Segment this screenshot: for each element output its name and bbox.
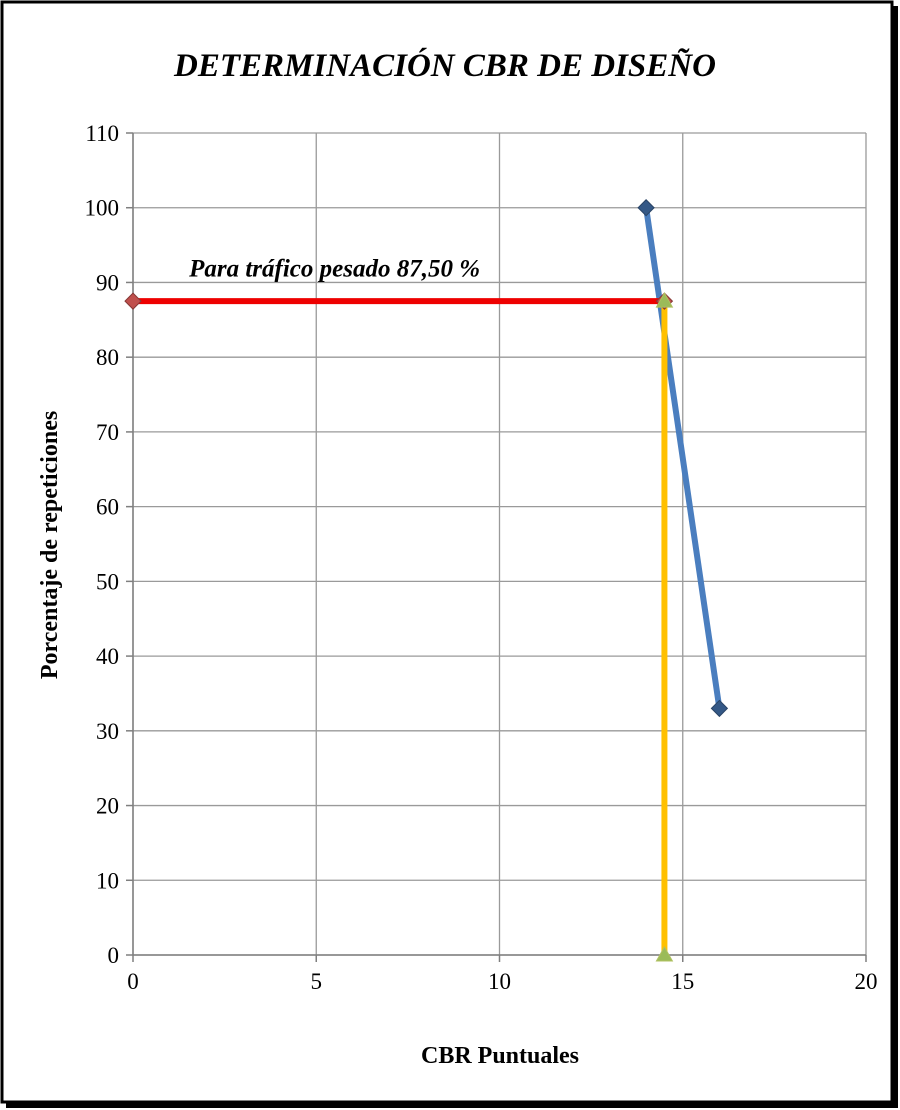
y-tick-label: 80 — [96, 345, 119, 370]
series-3-point — [655, 945, 674, 962]
y-tick-label: 0 — [108, 943, 120, 968]
x-tick-label: 10 — [488, 969, 511, 994]
y-axis-label: Porcentaje de repeticiones — [37, 411, 63, 679]
y-tick-label: 40 — [96, 644, 119, 669]
grid — [132, 132, 867, 956]
x-tick-label: 15 — [671, 969, 694, 994]
x-tick-label: 5 — [311, 969, 323, 994]
x-tick-label: 20 — [855, 969, 878, 994]
x-axis-label: CBR Puntuales — [421, 1043, 579, 1069]
y-tick-label: 70 — [96, 420, 119, 445]
y-tick-label: 90 — [96, 270, 119, 295]
y-tick-label: 60 — [96, 495, 119, 520]
y-tick-label: 10 — [96, 868, 119, 893]
chart-title: DETERMINACIÓN CBR DE DISEÑO — [173, 46, 716, 84]
y-tick-label: 20 — [96, 794, 119, 819]
series-2-point — [124, 292, 142, 310]
x-tick-label: 0 — [127, 969, 139, 994]
y-tick-label: 30 — [96, 719, 119, 744]
annotations: Para tráfico pesado 87,50 % — [188, 255, 480, 282]
series-1-point — [637, 199, 655, 217]
data-series — [124, 199, 729, 962]
x-tick-labels: 0 5 10 15 20 — [127, 969, 877, 994]
series-1-point — [710, 699, 729, 718]
series-3-point — [655, 292, 674, 308]
y-tick-label: 100 — [85, 196, 120, 221]
axes — [126, 132, 867, 962]
y-tick-labels: 0 10 20 30 40 50 60 70 80 90 100 110 — [85, 121, 120, 968]
annotation-label: Para tráfico pesado 87,50 % — [188, 255, 480, 282]
y-tick-label: 110 — [85, 121, 119, 146]
y-tick-label: 50 — [96, 569, 119, 594]
series-1-line — [643, 204, 723, 712]
